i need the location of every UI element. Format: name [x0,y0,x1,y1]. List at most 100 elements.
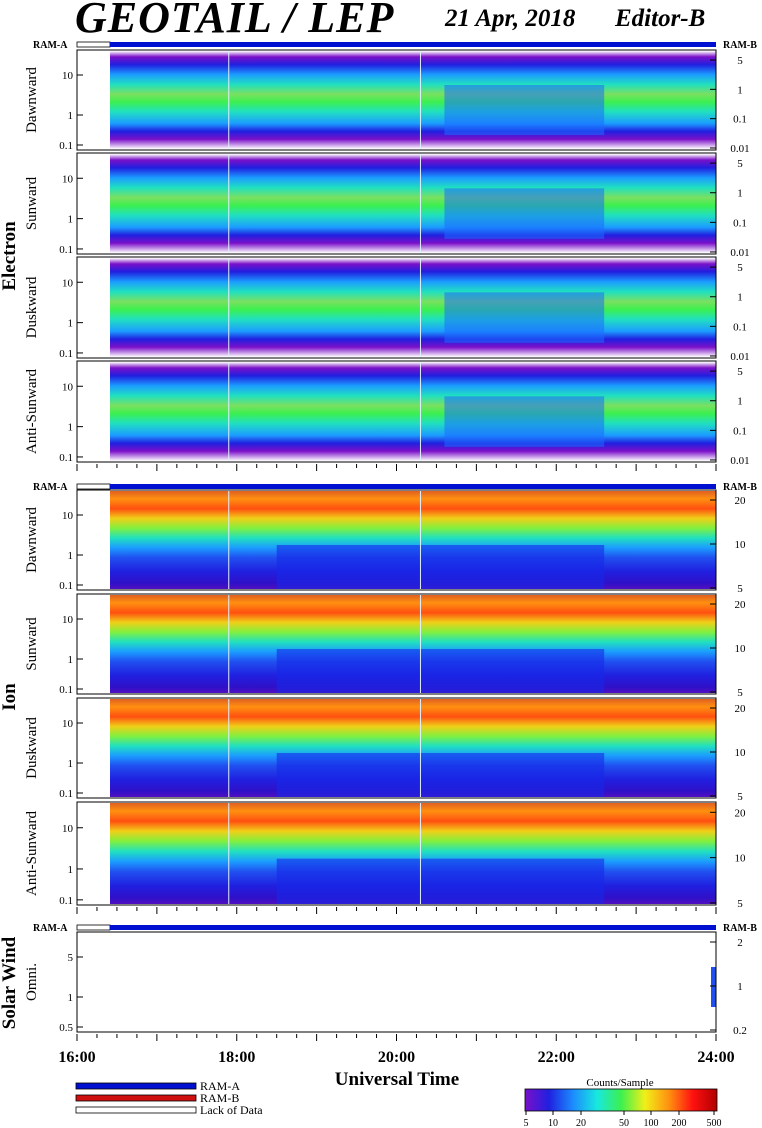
y-tick-right-label: 20 [735,599,747,611]
panel-ion-anti-sunward: 10 1 0.1 20 10 5 Anti-Sunward [24,801,747,910]
legend-swatch [75,1094,197,1102]
heatmap-low-flux-region [276,858,605,904]
y-tick-left-label: 0.1 [59,348,73,360]
colorbar-tick-label: 50 [619,1118,629,1128]
y-tick-right-label: 0.01 [730,455,749,467]
y-tick-left-label: 10 [62,381,74,393]
y-tick-right-label: 0.01 [730,143,749,155]
panel-solar-wind-omni: 5 1 0.5 2 1 0.2 Omni. [24,931,747,1037]
lack-of-data-bar [76,41,111,48]
x-tick-label: 16:00 [58,1049,95,1066]
heatmap-low-flux-region [444,188,605,239]
x-tick-label: 24:00 [697,1049,734,1066]
panel-ion-sunward: 10 1 0.1 20 10 5 Sunward [24,593,747,699]
y-tick-right-label: 0.1 [733,114,747,126]
ram-a-label: RAM-A [33,923,68,934]
panel-frame [76,697,717,799]
y-tick-right-label: 20 [735,703,747,715]
y-tick-right-label: 10 [735,539,747,551]
ram-a-bar [110,42,716,47]
panel-frame [76,256,717,359]
y-tick-left-label: 10 [62,614,74,626]
y-tick-left-label: 1 [68,318,74,330]
y-tick-right-label: 5 [737,262,743,274]
panel-label: Dawnward [24,67,40,133]
y-tick-right-label: 1 [737,396,743,408]
heatmap-low-flux-region [444,292,605,343]
panel-frame [76,360,717,463]
y-tick-right-label: 5 [737,687,743,699]
legend-swatch [75,1106,197,1114]
legend-label: RAM-B [200,1091,239,1105]
ram-b-label: RAM-B [723,482,757,493]
y-tick-left-label: 0.5 [59,1022,73,1034]
y-tick-left-label: 1 [68,654,74,666]
y-tick-right-label: 5 [737,158,743,170]
y-tick-right-label: 1 [737,188,743,200]
heatmap-fill [110,154,716,253]
legend-swatch [75,1082,197,1090]
panel-electron-anti-sunward: 10 1 0.1 5 1 0.1 0.01 Anti-Sunward [24,360,750,467]
page-title: GEOTAIL / LEP [75,0,395,42]
y-tick-right-label: 5 [737,366,743,378]
panel-ion-duskward: 10 1 0.1 20 10 5 Duskward [24,697,747,803]
panel-label: Omni. [24,963,40,1001]
y-tick-right-label: 5 [737,898,743,910]
colorbar-tick-label: 200 [672,1118,687,1128]
heatmap-fill [110,362,716,461]
panel-label: Anti-Sunward [24,369,40,454]
y-tick-right-label: 10 [735,853,747,865]
y-tick-left-label: 10 [62,173,74,185]
y-tick-right-label: 0.2 [733,1025,747,1037]
panel-ion-dawnward: 10 1 0.1 20 10 5 Dawnward [24,489,747,595]
colorbar-tick-label: 10 [548,1118,558,1128]
y-tick-left-label: 1 [68,214,74,226]
heatmap-low-flux-region [276,649,605,693]
panel-label: Sunward [24,176,40,230]
lack-of-data-bar [76,924,111,931]
y-tick-left-label: 10 [62,823,74,835]
y-tick-right-label: 10 [735,643,747,655]
group-label-electron: Electron [0,221,20,291]
ram-a-bar [110,484,716,489]
colorbar-tick-label: 5 [524,1118,529,1128]
panel-label: Sunward [24,617,40,671]
y-tick-left-label: 1 [68,758,74,770]
y-tick-left-label: 5 [68,952,74,964]
colorbar [524,1088,718,1112]
x-tick-label: 20:00 [378,1049,415,1066]
panel-electron-dawnward: 10 1 0.1 5 1 0.1 0.01 Dawnward [24,49,750,155]
y-tick-left-label: 1 [68,864,74,876]
x-tick-label: 18:00 [218,1049,255,1066]
y-tick-left-label: 0.1 [59,452,73,464]
date-label: 21 Apr, 2018 [445,5,576,32]
legend-label: RAM-A [200,1079,240,1093]
y-tick-right-label: 10 [735,747,747,759]
colorbar-title: Counts/Sample [586,1077,653,1089]
y-tick-right-label: 0.1 [733,217,747,229]
heatmap-fill [110,258,716,357]
panel-label: Duskward [24,717,40,779]
y-tick-right-label: 0.01 [730,247,749,259]
editor-label: Editor-B [615,5,706,32]
y-tick-left-label: 0.1 [59,580,73,592]
panel-electron-sunward: 10 1 0.1 5 1 0.1 0.01 Sunward [24,152,750,259]
heatmap-low-flux-region [444,396,605,447]
y-tick-right-label: 1 [737,292,743,304]
lack-of-data-bar [76,483,111,490]
panel-frame [76,152,717,255]
y-tick-left-label: 10 [62,718,74,730]
y-tick-left-label: 10 [62,277,74,289]
panel-label: Anti-Sunward [24,811,40,896]
y-tick-left-label: 1 [68,422,74,434]
panel-frame [76,931,717,1033]
y-tick-left-label: 1 [68,992,74,1004]
x-tick-label: 22:00 [538,1049,575,1066]
panel-frame [76,49,717,151]
x-axis-title: Universal Time [335,1069,459,1090]
y-tick-right-label: 20 [735,807,747,819]
heatmap-low-flux-region [444,85,605,135]
colorbar-tick-label: 500 [707,1118,722,1128]
ram-a-bar [110,925,716,930]
